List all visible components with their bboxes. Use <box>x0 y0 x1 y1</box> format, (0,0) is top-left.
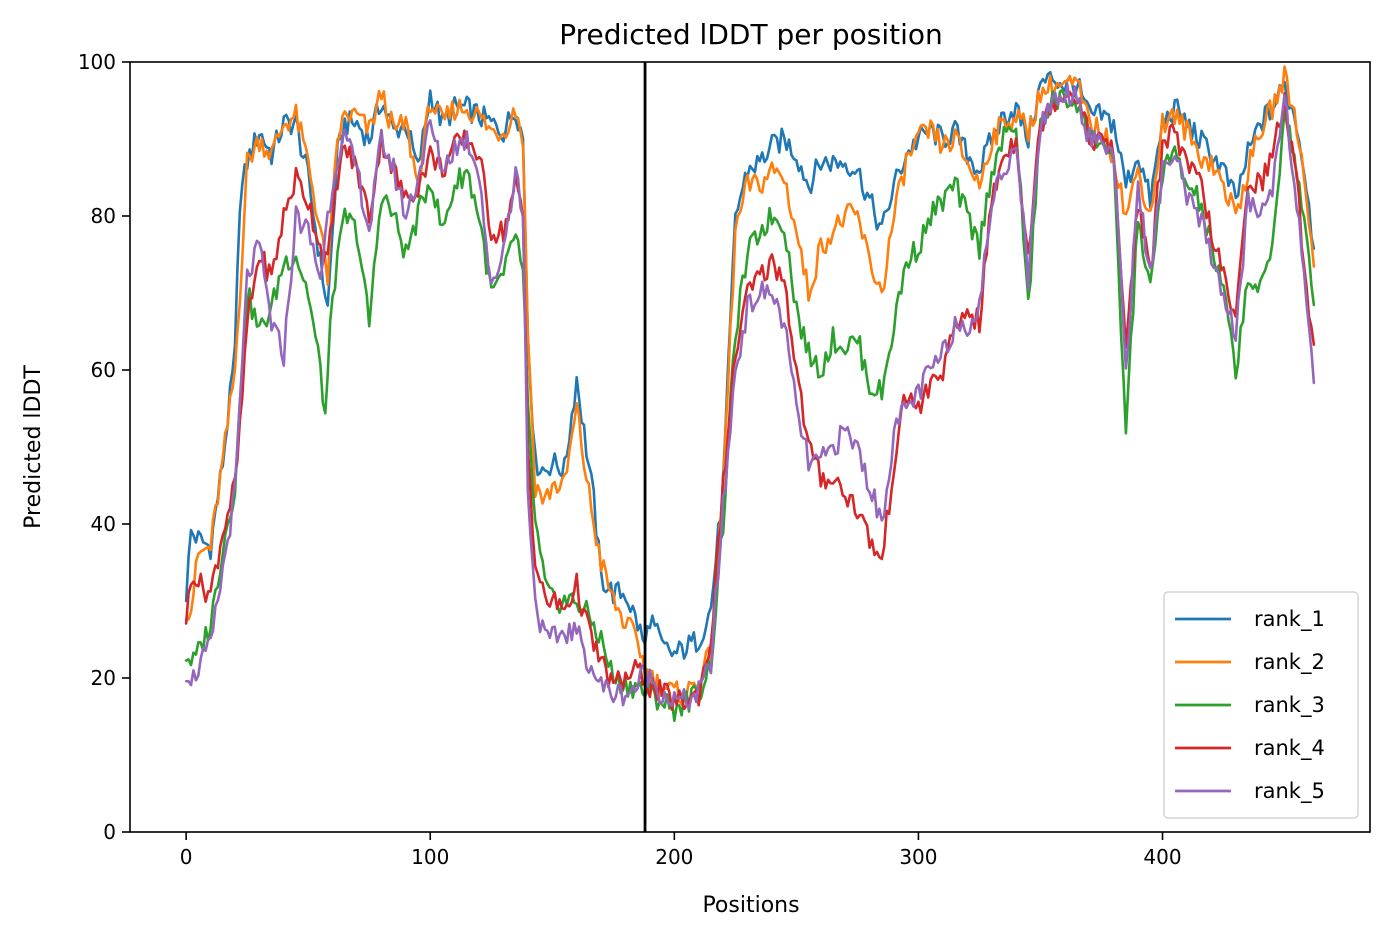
x-tick-label: 200 <box>655 845 693 869</box>
y-tick-label: 60 <box>91 358 116 382</box>
chart-title: Predicted lDDT per position <box>559 18 943 51</box>
x-tick-label: 0 <box>180 845 193 869</box>
legend-label: rank_5 <box>1254 779 1325 804</box>
legend-label: rank_2 <box>1254 650 1325 675</box>
y-axis-ticks: 0 20 40 60 80 100 <box>78 50 130 844</box>
y-axis-label: Predicted lDDT <box>21 365 46 529</box>
x-tick-label: 300 <box>899 845 937 869</box>
y-tick-label: 80 <box>91 204 116 228</box>
series-layer <box>184 65 1316 723</box>
legend-label: rank_1 <box>1254 607 1325 632</box>
legend-label: rank_3 <box>1254 693 1325 718</box>
y-tick-label: 100 <box>78 50 116 74</box>
series-line-rank-5 <box>184 83 1316 710</box>
y-tick-label: 20 <box>91 666 116 690</box>
y-tick-label: 0 <box>103 820 116 844</box>
legend-label: rank_4 <box>1254 736 1325 761</box>
x-tick-label: 400 <box>1143 845 1181 869</box>
y-tick-label: 40 <box>91 512 116 536</box>
legend: rank_1 rank_2 rank_3 rank_4 rank_5 <box>1163 591 1359 819</box>
series-line-rank-3 <box>184 88 1316 723</box>
x-axis-label: Positions <box>702 893 799 918</box>
series-line-rank-2 <box>184 65 1316 706</box>
x-tick-label: 100 <box>411 845 449 869</box>
plot-frame <box>129 61 1371 833</box>
legend-box <box>1163 591 1359 819</box>
x-axis-ticks: 0 100 200 300 400 <box>180 832 1182 869</box>
